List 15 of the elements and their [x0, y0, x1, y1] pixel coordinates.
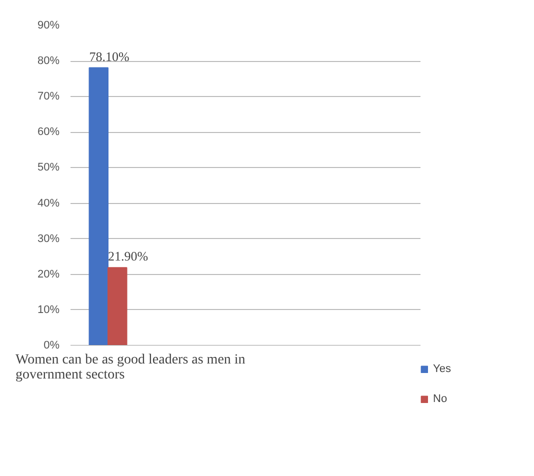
y-tick-label: 60% — [37, 126, 60, 138]
y-tick-label: 0% — [44, 340, 60, 352]
y-tick-label: 20% — [37, 268, 60, 280]
y-tick-label: 70% — [37, 90, 60, 103]
data-label: 21.90% — [108, 248, 148, 264]
legend-label: Yes — [433, 363, 452, 375]
y-tick-label: 10% — [37, 304, 60, 316]
y-tick-label: 40% — [37, 197, 60, 210]
y-tick-label: 50% — [37, 162, 60, 174]
y-tick-label: 90% — [37, 20, 60, 32]
x-tick-label: Women can be as good leaders as men in government sectors — [16, 352, 246, 382]
legend-label: No — [433, 393, 448, 405]
data-label: 78.10% — [89, 48, 130, 64]
y-tick-label: 80% — [37, 55, 60, 68]
y-tick-label: 30% — [37, 232, 60, 245]
